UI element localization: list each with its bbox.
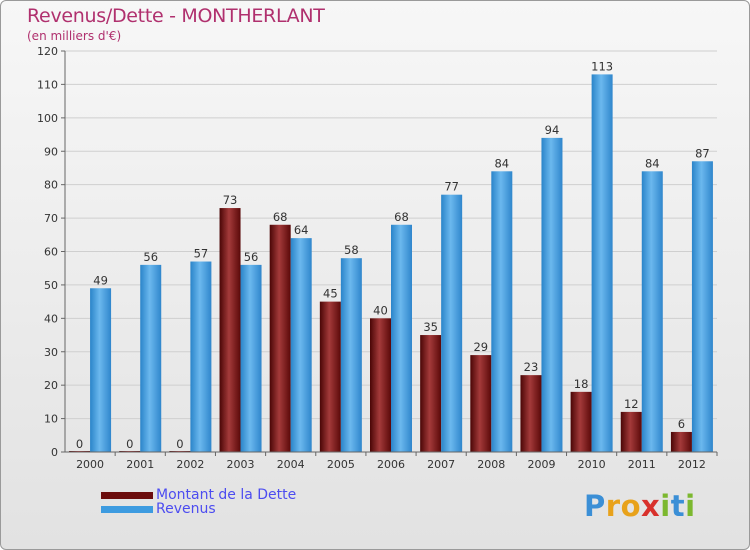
y-tick-label: 10 xyxy=(44,413,58,426)
debt-value-label: 0 xyxy=(76,437,83,451)
debt-bar xyxy=(520,375,542,452)
debt-bar xyxy=(670,431,692,452)
revenue-value-label: 56 xyxy=(143,250,158,264)
revenue-value-label: 87 xyxy=(695,146,710,160)
revenue-bar xyxy=(340,258,362,452)
debt-bar xyxy=(370,318,391,452)
x-tick-label: 2011 xyxy=(628,458,656,471)
legend-swatch-revenue xyxy=(101,506,153,513)
x-tick-label: 2012 xyxy=(678,458,706,471)
revenue-bar xyxy=(541,137,563,452)
revenue-value-label: 56 xyxy=(244,250,259,264)
logo-letter: o xyxy=(620,489,642,523)
debt-bar xyxy=(620,411,642,452)
x-tick-label: 2002 xyxy=(176,458,204,471)
revenue-value-label: 113 xyxy=(591,59,613,73)
y-tick-label: 90 xyxy=(44,145,58,158)
revenue-value-label: 64 xyxy=(294,223,309,237)
x-tick-label: 2010 xyxy=(578,458,606,471)
debt-value-label: 0 xyxy=(176,437,183,451)
x-tick-label: 2007 xyxy=(427,458,455,471)
y-tick-label: 50 xyxy=(44,279,58,292)
y-tick-label: 60 xyxy=(44,246,58,259)
x-tick-label: 2006 xyxy=(377,458,405,471)
debt-value-label: 0 xyxy=(126,437,133,451)
debt-value-label: 40 xyxy=(373,303,388,317)
revenue-bar xyxy=(190,261,212,452)
revenue-bar xyxy=(90,288,112,452)
revenue-value-label: 77 xyxy=(444,180,459,194)
debt-value-label: 68 xyxy=(273,210,288,224)
revenue-bar xyxy=(290,238,312,452)
chart-title: Revenus/Dette - MONTHERLANT xyxy=(27,5,325,27)
chart-subtitle: (en milliers d'€) xyxy=(27,29,122,43)
debt-value-label: 73 xyxy=(223,193,238,207)
revenue-value-label: 84 xyxy=(494,156,509,170)
x-tick-label: 2003 xyxy=(227,458,255,471)
y-tick-label: 30 xyxy=(44,346,58,359)
revenue-value-label: 57 xyxy=(194,247,209,261)
revenue-bar xyxy=(641,171,663,453)
legend-label-debt: Montant de la Dette xyxy=(156,487,297,503)
x-tick-label: 2000 xyxy=(76,458,104,471)
debt-value-label: 6 xyxy=(678,417,685,431)
legend-swatch-debt xyxy=(101,492,153,499)
logo-letter: i xyxy=(685,489,696,523)
revenue-value-label: 84 xyxy=(645,156,660,170)
debt-value-label: 45 xyxy=(323,287,338,301)
proxiti-logo: Proxiti xyxy=(584,489,696,523)
revenue-bar xyxy=(441,194,463,453)
debt-bar xyxy=(470,355,492,452)
x-tick-label: 2008 xyxy=(477,458,505,471)
debt-value-label: 35 xyxy=(423,320,438,334)
debt-value-label: 12 xyxy=(624,397,639,411)
revenue-value-label: 49 xyxy=(93,273,108,287)
x-tick-label: 2009 xyxy=(527,458,555,471)
legend-label-revenue: Revenus xyxy=(156,501,216,517)
y-tick-label: 20 xyxy=(44,379,58,392)
logo-letter: i xyxy=(660,489,671,523)
logo-letter: P xyxy=(584,489,606,523)
debt-bar xyxy=(570,391,592,452)
x-tick-label: 2004 xyxy=(277,458,305,471)
debt-bar xyxy=(319,301,341,452)
x-tick-label: 2005 xyxy=(327,458,355,471)
revenue-bar xyxy=(240,264,262,452)
x-tick-label: 2001 xyxy=(126,458,154,471)
revenue-bar xyxy=(591,74,613,453)
debt-bar xyxy=(219,208,241,452)
logo-letter: t xyxy=(670,489,686,523)
y-tick-label: 120 xyxy=(37,45,58,58)
debt-value-label: 18 xyxy=(574,377,589,391)
logo-letter: x xyxy=(641,489,661,523)
y-tick-label: 70 xyxy=(44,212,58,225)
debt-value-label: 29 xyxy=(473,340,488,354)
y-tick-label: 40 xyxy=(44,312,58,325)
revenue-bar xyxy=(140,264,162,452)
revenue-bar xyxy=(491,171,513,453)
y-tick-label: 110 xyxy=(37,78,58,91)
y-tick-label: 80 xyxy=(44,179,58,192)
revenue-value-label: 68 xyxy=(394,210,409,224)
y-tick-label: 0 xyxy=(51,446,58,459)
revenue-bar xyxy=(391,224,412,452)
debt-bar xyxy=(269,224,291,452)
debt-value-label: 23 xyxy=(524,360,539,374)
revenue-value-label: 58 xyxy=(344,243,359,257)
revenue-value-label: 94 xyxy=(545,123,560,137)
debt-bar xyxy=(420,335,442,452)
revenue-bar xyxy=(691,161,713,452)
logo-letter: r xyxy=(605,489,621,523)
y-tick-label: 100 xyxy=(37,112,58,125)
